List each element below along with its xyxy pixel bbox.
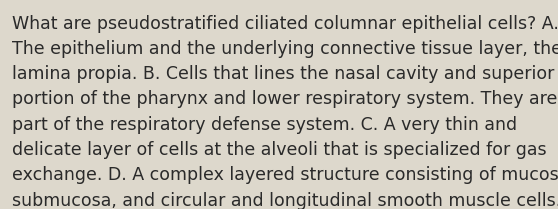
Text: What are pseudostratified ciliated columnar epithelial cells? A.
The epithelium : What are pseudostratified ciliated colum…	[12, 15, 558, 209]
